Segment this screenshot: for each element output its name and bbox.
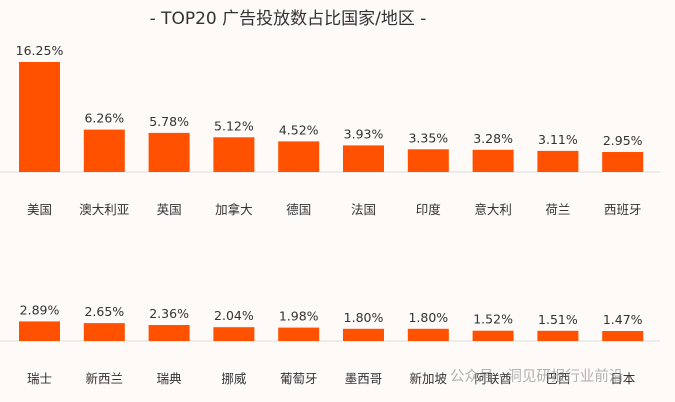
category-label: 德国 bbox=[286, 202, 311, 217]
category-label: 法国 bbox=[351, 202, 376, 217]
value-label: 2.04% bbox=[214, 308, 254, 323]
category-label: 巴西 bbox=[545, 371, 570, 386]
bar bbox=[343, 328, 384, 341]
value-label: 1.80% bbox=[408, 310, 448, 325]
category-label: 澳大利亚 bbox=[79, 202, 129, 217]
value-label: 3.35% bbox=[408, 130, 448, 145]
category-label: 瑞典 bbox=[157, 371, 182, 386]
bar bbox=[19, 62, 60, 172]
bar bbox=[83, 129, 125, 172]
category-label: 阿联酋 bbox=[474, 371, 512, 386]
bar bbox=[537, 330, 579, 341]
watermark: 公众号 · 洞见研报行业前沿 bbox=[450, 368, 623, 385]
bar bbox=[83, 323, 125, 341]
bar bbox=[278, 141, 320, 172]
value-label: 3.93% bbox=[344, 126, 384, 141]
value-label: 2.65% bbox=[84, 304, 124, 319]
category-label: 西班牙 bbox=[604, 202, 642, 217]
value-label: 2.95% bbox=[603, 133, 643, 148]
bar bbox=[213, 137, 255, 172]
bar bbox=[278, 327, 320, 341]
bar bbox=[148, 325, 190, 341]
category-label: 英国 bbox=[157, 202, 182, 217]
value-label: 2.36% bbox=[149, 306, 189, 321]
value-label: 6.26% bbox=[84, 111, 124, 126]
value-label: 1.98% bbox=[279, 309, 319, 324]
value-label: 1.80% bbox=[344, 310, 384, 325]
value-label: 4.52% bbox=[279, 122, 319, 137]
value-label: 1.51% bbox=[538, 312, 578, 327]
category-label: 印度 bbox=[416, 202, 442, 217]
category-label: 挪威 bbox=[221, 371, 247, 386]
category-label: 美国 bbox=[27, 202, 52, 217]
bar bbox=[407, 328, 449, 341]
bar bbox=[407, 149, 449, 172]
bar bbox=[472, 149, 514, 172]
value-label: 1.52% bbox=[473, 312, 513, 327]
value-label: 16.25% bbox=[16, 43, 64, 58]
chart-title: - TOP20 广告投放数占比国家/地区 - bbox=[150, 9, 427, 29]
value-label: 1.47% bbox=[603, 312, 643, 327]
category-label: 葡萄牙 bbox=[280, 371, 318, 386]
bar bbox=[537, 150, 579, 172]
value-label: 3.28% bbox=[473, 131, 513, 146]
value-label: 5.78% bbox=[149, 114, 189, 129]
value-label: 2.89% bbox=[20, 302, 60, 317]
category-label: 新加坡 bbox=[410, 371, 448, 386]
bar bbox=[19, 321, 60, 341]
bar bbox=[602, 152, 644, 172]
bar bbox=[472, 330, 514, 341]
bar bbox=[602, 331, 644, 341]
category-label: 新西兰 bbox=[86, 371, 124, 386]
bar bbox=[213, 327, 255, 341]
category-label: 日本 bbox=[610, 371, 636, 386]
bar bbox=[343, 145, 384, 172]
value-label: 5.12% bbox=[214, 118, 254, 133]
bar-rows: 16.25% 美国 6.26% 澳大利亚 5.78% 英国 5.12% 加拿大 4.52% 德国 3… bbox=[0, 43, 660, 386]
category-label: 瑞士 bbox=[27, 371, 52, 386]
bar bbox=[148, 132, 190, 172]
category-label: 意大利 bbox=[474, 202, 512, 217]
category-label: 加拿大 bbox=[215, 202, 253, 217]
category-label: 墨西哥 bbox=[345, 371, 383, 386]
category-label: 荷兰 bbox=[545, 202, 570, 217]
value-label: 3.11% bbox=[538, 132, 578, 147]
